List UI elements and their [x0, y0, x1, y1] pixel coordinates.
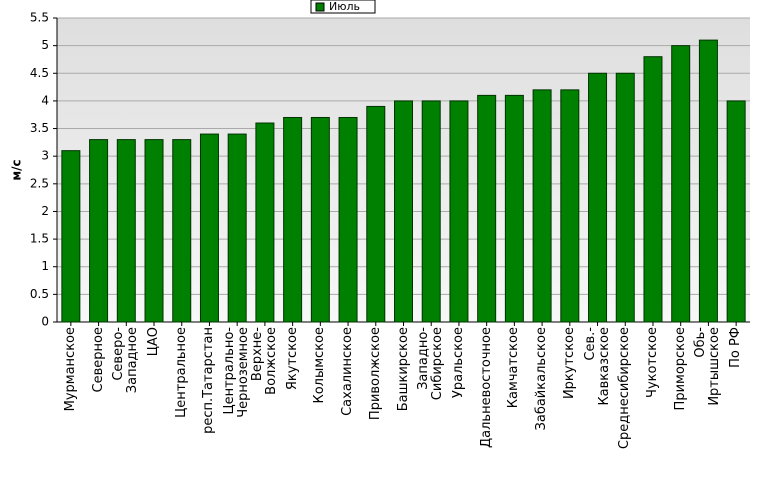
bar — [144, 139, 164, 323]
y-tick-label: 2 — [41, 204, 49, 218]
bar — [366, 105, 386, 323]
x-tick-label: По РФ — [728, 327, 744, 368]
bar — [588, 72, 608, 323]
x-tick-label: Среднесибирское — [617, 327, 633, 450]
x-tick-label: Приморское — [672, 327, 688, 411]
bar — [671, 45, 691, 323]
x-tick-label: Колымское — [312, 327, 328, 404]
bar — [615, 72, 635, 323]
x-tick-label: респ.Татарстан — [201, 327, 217, 434]
y-tick-label: 0 — [41, 315, 49, 329]
x-tick-label: Центрально- Черноземное — [222, 327, 252, 418]
x-tick-label: Чукотское — [644, 327, 660, 398]
bar — [698, 39, 718, 323]
bar — [199, 133, 219, 323]
x-tick-label: Якутское — [284, 327, 300, 391]
x-tick-label: Уральское — [450, 327, 466, 399]
x-tick-label: ЦАО — [146, 327, 162, 357]
bar — [449, 100, 469, 323]
bar — [726, 100, 746, 323]
bar — [504, 94, 524, 323]
y-tick-label: 2.5 — [30, 176, 49, 190]
bar — [421, 100, 441, 323]
y-tick-label: 4.5 — [30, 66, 49, 80]
x-tick-label: Центральное — [173, 327, 189, 418]
bar — [338, 116, 358, 323]
x-tick-label: Башкирское — [395, 327, 411, 412]
x-tick-label: Сахалинское — [340, 327, 356, 416]
x-tick-label: Приволжское — [367, 327, 383, 421]
y-tick-label: 1 — [41, 259, 49, 273]
x-tick-label: Дальневосточное — [478, 327, 494, 449]
y-tick-label: 5 — [41, 38, 49, 52]
bar — [643, 56, 663, 323]
bar — [532, 89, 552, 323]
x-tick-label: Иркутское — [561, 327, 577, 400]
bar — [283, 116, 303, 323]
y-tick-label: 4 — [41, 93, 49, 107]
legend-box — [310, 0, 376, 14]
bar — [560, 89, 580, 323]
legend-label: Июль — [329, 0, 360, 13]
y-tick-label: 5.5 — [30, 11, 49, 25]
x-tick-label: Западно- Сибирское — [416, 327, 446, 401]
bar — [61, 150, 81, 323]
y-axis-label: м/с — [10, 159, 24, 180]
bar — [89, 139, 109, 323]
bar — [255, 122, 275, 323]
y-tick-label: 1.5 — [30, 232, 49, 246]
bar — [227, 133, 247, 323]
x-tick-label: Верхне- Волжское — [249, 327, 279, 395]
x-tick-label: Забайкальское — [534, 327, 550, 431]
x-tick-label: Сев.- Кавказское — [582, 327, 612, 406]
x-tick-label: Камчатское — [506, 327, 522, 409]
x-tick-label: Мурманское — [62, 327, 78, 412]
bar — [477, 94, 497, 323]
bar — [116, 139, 136, 323]
bar — [310, 116, 330, 323]
x-tick-label: Обь- Иртышское — [693, 327, 723, 406]
y-tick-label: 0.5 — [30, 287, 49, 301]
legend-swatch — [315, 2, 325, 12]
x-tick-label: Северное — [90, 327, 106, 393]
bar — [172, 139, 192, 323]
y-tick-label: 3 — [41, 149, 49, 163]
bar — [394, 100, 413, 323]
y-tick-label: 3.5 — [30, 121, 49, 135]
x-tick-label: Северо- Западное — [111, 327, 141, 394]
